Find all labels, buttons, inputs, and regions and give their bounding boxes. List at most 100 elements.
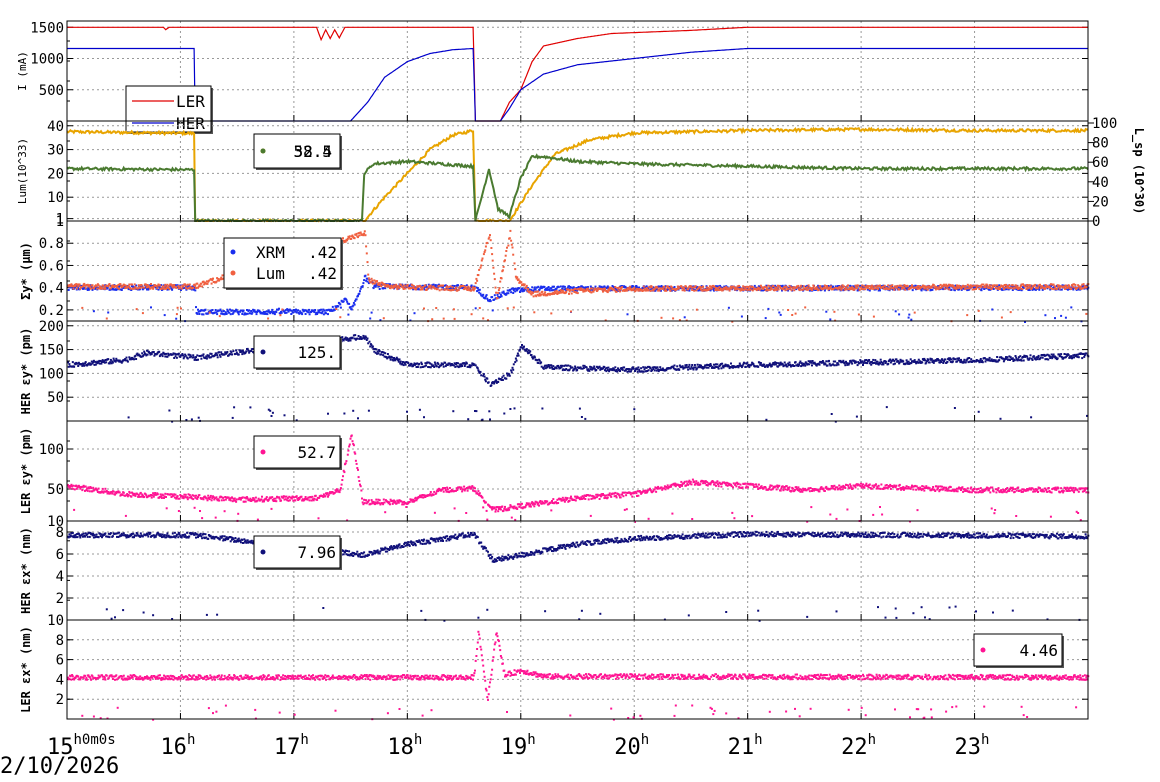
data-point — [663, 289, 666, 292]
data-point — [1048, 285, 1051, 288]
data-point — [283, 414, 286, 417]
data-point — [244, 351, 247, 354]
data-point — [984, 286, 987, 289]
data-point — [843, 362, 846, 365]
data-point — [644, 366, 647, 369]
data-point — [565, 364, 568, 367]
data-point — [647, 288, 650, 291]
data-point — [205, 357, 208, 360]
data-point — [95, 284, 98, 287]
data-point — [841, 284, 844, 287]
data-point — [803, 363, 806, 366]
data-point — [484, 245, 487, 248]
data-point — [107, 491, 110, 494]
data-point — [541, 407, 544, 410]
data-point — [885, 406, 888, 409]
data-point — [429, 284, 432, 287]
data-point — [1028, 358, 1031, 361]
data-point — [834, 420, 837, 423]
data-point — [582, 286, 585, 289]
data-point — [951, 284, 954, 287]
data-point — [516, 276, 519, 279]
data-point — [522, 288, 525, 291]
data-point — [143, 350, 146, 353]
data-point — [105, 285, 108, 288]
data-point — [796, 364, 798, 367]
data-point — [1075, 353, 1078, 356]
data-point — [533, 356, 536, 359]
series-line — [66, 153, 1089, 223]
data-point — [868, 359, 871, 361]
y-tick-label: 100 — [39, 442, 64, 458]
data-point — [811, 364, 813, 367]
data-point — [953, 358, 956, 361]
data-point — [1020, 283, 1023, 286]
data-point — [984, 360, 987, 363]
data-point — [868, 362, 871, 365]
data-point — [192, 498, 195, 501]
data-point — [909, 358, 912, 361]
data-point — [135, 284, 138, 287]
data-point — [781, 363, 784, 366]
data-point — [136, 493, 139, 496]
data-point — [172, 285, 175, 288]
data-point — [185, 419, 188, 421]
data-point — [74, 363, 77, 366]
data-point — [946, 360, 949, 363]
data-point — [167, 287, 170, 289]
data-point — [963, 358, 966, 361]
data-point — [359, 337, 361, 340]
data-point — [330, 308, 333, 311]
data-point — [919, 360, 922, 363]
data-point — [560, 291, 563, 294]
data-point — [916, 360, 919, 363]
data-point — [708, 288, 711, 291]
data-point — [1072, 288, 1075, 291]
data-point — [948, 288, 951, 291]
data-point — [200, 357, 203, 360]
data-point — [832, 360, 835, 363]
data-point — [1053, 288, 1056, 291]
data-point — [153, 493, 156, 496]
legend-label: LER — [176, 92, 205, 111]
data-point — [548, 288, 551, 291]
data-point — [1064, 316, 1067, 319]
data-point — [1019, 287, 1022, 290]
data-point — [340, 238, 343, 241]
data-point — [527, 288, 530, 290]
data-point — [664, 285, 667, 288]
data-point — [706, 289, 709, 291]
data-point — [179, 355, 182, 358]
data-point — [864, 288, 867, 291]
data-point — [678, 319, 681, 322]
data-point — [96, 362, 99, 365]
data-point — [880, 361, 883, 363]
data-point — [893, 360, 896, 362]
data-point — [536, 293, 539, 296]
data-point — [620, 367, 623, 369]
data-point — [197, 358, 199, 361]
data-point — [427, 283, 430, 286]
data-point — [389, 283, 391, 286]
data-point — [489, 299, 491, 301]
data-point — [579, 289, 582, 291]
data-point — [673, 364, 676, 367]
data-point — [796, 363, 799, 366]
data-point — [153, 354, 156, 357]
data-point — [237, 353, 240, 356]
data-point — [378, 350, 381, 353]
data-point — [104, 359, 107, 361]
data-point — [932, 284, 935, 286]
data-point — [1034, 358, 1037, 361]
data-point — [405, 361, 408, 363]
data-point — [957, 359, 960, 362]
data-point — [552, 365, 555, 368]
data-point — [732, 366, 734, 369]
data-point — [109, 492, 112, 495]
data-point — [1037, 354, 1040, 357]
data-point — [418, 288, 421, 291]
data-point — [141, 493, 144, 496]
data-point — [202, 280, 205, 283]
data-point — [1043, 354, 1046, 357]
